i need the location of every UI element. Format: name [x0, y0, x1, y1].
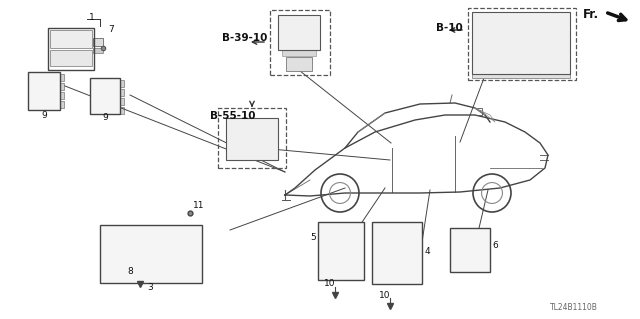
- Bar: [102, 227, 134, 255]
- Text: B-55-10: B-55-10: [210, 111, 255, 121]
- Bar: [540, 45, 564, 59]
- Bar: [228, 120, 256, 140]
- Bar: [318, 222, 364, 280]
- Bar: [278, 15, 320, 50]
- Bar: [104, 229, 132, 241]
- Bar: [52, 32, 66, 40]
- Bar: [136, 227, 168, 255]
- Bar: [119, 89, 124, 96]
- Bar: [218, 108, 286, 168]
- Bar: [474, 14, 502, 40]
- Bar: [119, 98, 124, 105]
- Bar: [506, 43, 534, 69]
- Bar: [474, 43, 502, 69]
- Bar: [476, 45, 500, 59]
- Bar: [28, 72, 60, 110]
- Bar: [472, 70, 570, 78]
- Bar: [540, 32, 564, 38]
- Bar: [286, 57, 312, 71]
- Bar: [172, 229, 196, 241]
- Text: 3: 3: [147, 284, 153, 293]
- Bar: [320, 252, 362, 262]
- Bar: [226, 118, 278, 160]
- Bar: [476, 16, 500, 30]
- Bar: [92, 80, 118, 95]
- Bar: [538, 43, 566, 69]
- Bar: [508, 32, 532, 38]
- Bar: [376, 226, 418, 240]
- Text: 11: 11: [193, 201, 205, 210]
- Text: 7: 7: [108, 26, 114, 34]
- Text: 1: 1: [89, 12, 95, 21]
- Bar: [476, 32, 500, 38]
- Bar: [476, 61, 500, 67]
- Bar: [92, 97, 118, 112]
- Bar: [100, 225, 202, 283]
- Bar: [322, 226, 360, 238]
- Bar: [102, 257, 200, 279]
- Text: 4: 4: [425, 248, 431, 256]
- Bar: [90, 78, 120, 114]
- Bar: [244, 122, 254, 130]
- Bar: [30, 74, 58, 90]
- Bar: [320, 252, 362, 276]
- Bar: [119, 80, 124, 87]
- Bar: [468, 8, 576, 80]
- Bar: [93, 48, 103, 53]
- Bar: [280, 17, 318, 35]
- Bar: [68, 32, 82, 40]
- Bar: [59, 83, 64, 90]
- Text: B-39-10: B-39-10: [222, 33, 268, 43]
- Bar: [59, 74, 64, 81]
- Text: 6: 6: [492, 241, 498, 249]
- Bar: [372, 222, 422, 284]
- Bar: [374, 254, 420, 266]
- Text: 8: 8: [127, 268, 133, 277]
- Bar: [508, 45, 532, 59]
- Bar: [59, 92, 64, 99]
- Text: TL24B1110B: TL24B1110B: [550, 303, 598, 313]
- Text: 9: 9: [41, 110, 47, 120]
- Bar: [472, 12, 570, 74]
- Bar: [540, 61, 564, 67]
- Text: 5: 5: [310, 233, 316, 241]
- Bar: [93, 38, 103, 46]
- Bar: [450, 228, 490, 272]
- Bar: [30, 92, 58, 108]
- Bar: [540, 16, 564, 30]
- Text: 9: 9: [102, 114, 108, 122]
- Bar: [452, 252, 488, 269]
- Bar: [280, 17, 298, 35]
- Bar: [59, 101, 64, 108]
- Bar: [508, 16, 532, 30]
- Bar: [452, 252, 488, 260]
- Bar: [270, 10, 330, 75]
- Bar: [320, 224, 362, 250]
- Bar: [452, 230, 488, 250]
- Bar: [508, 61, 532, 67]
- Bar: [138, 229, 166, 241]
- Text: B-10: B-10: [436, 23, 463, 33]
- Bar: [282, 48, 316, 56]
- Bar: [170, 227, 198, 255]
- Bar: [282, 37, 316, 47]
- Bar: [119, 107, 124, 114]
- Text: 10: 10: [324, 279, 336, 288]
- Text: 10: 10: [380, 291, 391, 300]
- Bar: [454, 232, 486, 242]
- Bar: [538, 14, 566, 40]
- Text: Fr.: Fr.: [583, 8, 599, 20]
- Bar: [50, 50, 92, 66]
- Bar: [374, 224, 420, 252]
- Bar: [230, 122, 242, 130]
- Bar: [50, 30, 92, 48]
- Bar: [228, 142, 276, 156]
- Bar: [374, 254, 420, 280]
- Bar: [506, 14, 534, 40]
- Bar: [48, 28, 94, 70]
